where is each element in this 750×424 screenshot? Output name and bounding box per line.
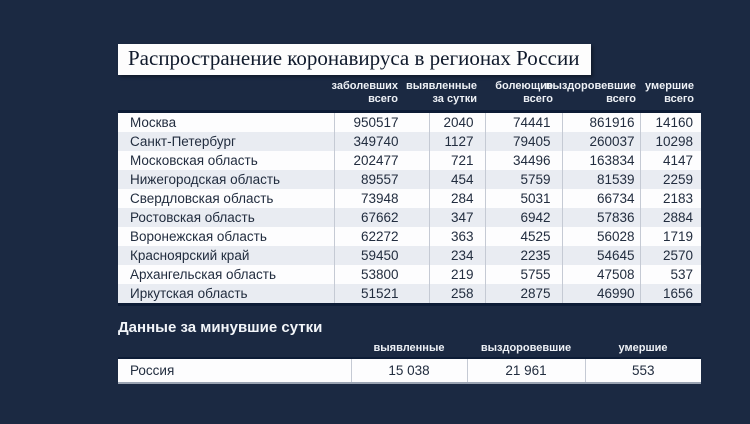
deaths-total-cell: 1656 [639, 284, 701, 305]
recovered-total-cell: 861916 [561, 111, 640, 132]
sick-total-cell: 2235 [484, 246, 562, 265]
infected-total-cell: 53800 [333, 265, 429, 284]
deaths-cell: 553 [584, 358, 701, 383]
deaths-total-cell: 2259 [639, 170, 701, 189]
page-title: Распространение коронавируса в регионах … [128, 46, 580, 70]
deaths-total-cell: 4147 [639, 151, 701, 170]
sick-total-cell: 5755 [484, 265, 562, 284]
region-name-cell: Московская область [130, 153, 258, 168]
infected-total-cell: 73948 [333, 189, 429, 208]
detected-daily-cell: 219 [428, 265, 485, 284]
infected-total-cell: 202477 [333, 151, 429, 170]
table-row: Ростовская область 67662 347 6942 57836 … [118, 208, 701, 227]
column-header-detected-daily: выявленные за сутки [406, 80, 477, 106]
regions-table-header-row: заболевших всего выявленные за сутки бол… [118, 80, 701, 109]
region-name-cell: Свердловская область [130, 191, 274, 206]
detected-cell: 15 038 [350, 358, 467, 383]
recovered-total-cell: 46990 [561, 284, 640, 305]
deaths-total-cell: 14160 [639, 111, 701, 132]
region-name-cell: Ростовская область [130, 210, 255, 225]
column-header-recovered-total: выздоровевшие всего [545, 80, 636, 106]
detected-daily-cell: 258 [428, 284, 485, 305]
table-row: Архангельская область 53800 219 5755 475… [118, 265, 701, 284]
table-row: Нижегородская область 89557 454 5759 815… [118, 170, 701, 189]
infected-total-cell: 51521 [333, 284, 429, 305]
table-row: Россия 15 038 21 961 553 [118, 358, 701, 383]
column-header-sick-total: болеющие всего [495, 80, 553, 106]
region-name-cell: Москва [130, 115, 177, 130]
daily-header-row: выявленные выздоровевшие умершие [118, 342, 701, 358]
detected-daily-cell: 363 [428, 227, 485, 246]
recovered-total-cell: 54645 [561, 246, 640, 265]
regions-table: Москва 950517 2040 74441 861916 14160 Са… [118, 110, 701, 306]
detected-daily-cell: 347 [428, 208, 485, 227]
recovered-total-cell: 81539 [561, 170, 640, 189]
recovered-total-cell: 66734 [561, 189, 640, 208]
deaths-total-cell: 2183 [639, 189, 701, 208]
column-header-deaths-total: умершие всего [645, 80, 694, 106]
column-header-detected: выявленные [373, 342, 445, 354]
region-name-cell: Санкт-Петербург [130, 134, 236, 149]
daily-table: выявленные выздоровевшие умершие Россия … [118, 342, 701, 384]
sick-total-cell: 74441 [484, 111, 562, 132]
region-name-cell: Нижегородская область [130, 172, 281, 187]
infected-total-cell: 349740 [333, 132, 429, 151]
title-bar: Распространение коронавируса в регионах … [118, 44, 592, 75]
table-row: Санкт-Петербург 349740 1127 79405 260037… [118, 132, 701, 151]
column-header-empty [118, 342, 351, 358]
infected-total-cell: 950517 [333, 111, 429, 132]
detected-daily-cell: 284 [428, 189, 485, 208]
detected-daily-cell: 2040 [428, 111, 485, 132]
recovered-total-cell: 56028 [561, 227, 640, 246]
region-name-cell: Архангельская область [130, 267, 277, 282]
table-row: Воронежская область 62272 363 4525 56028… [118, 227, 701, 246]
table-row: Москва 950517 2040 74441 861916 14160 [118, 111, 701, 132]
deaths-total-cell: 1719 [639, 227, 701, 246]
sick-total-cell: 34496 [484, 151, 562, 170]
column-header-recovered: выздоровевшие [480, 342, 572, 354]
sick-total-cell: 5031 [484, 189, 562, 208]
recovered-total-cell: 57836 [561, 208, 640, 227]
sick-total-cell: 79405 [484, 132, 562, 151]
region-name-cell: Красноярский край [130, 248, 250, 263]
detected-daily-cell: 234 [428, 246, 485, 265]
infected-total-cell: 62272 [333, 227, 429, 246]
daily-section-label: Данные за минувшие сутки [118, 319, 323, 336]
table-row: Красноярский край 59450 234 2235 54645 2… [118, 246, 701, 265]
detected-daily-cell: 454 [428, 170, 485, 189]
sick-total-cell: 5759 [484, 170, 562, 189]
table-row: Свердловская область 73948 284 5031 6673… [118, 189, 701, 208]
detected-daily-cell: 1127 [428, 132, 485, 151]
region-name-cell: Иркутская область [130, 286, 248, 301]
country-name-cell: Россия [118, 358, 351, 383]
table-row: Московская область 202477 721 34496 1638… [118, 151, 701, 170]
infected-total-cell: 89557 [333, 170, 429, 189]
deaths-total-cell: 10298 [639, 132, 701, 151]
sick-total-cell: 4525 [484, 227, 562, 246]
deaths-total-cell: 537 [639, 265, 701, 284]
recovered-total-cell: 163834 [561, 151, 640, 170]
column-header-infected-total: заболевших всего [331, 80, 398, 106]
infected-total-cell: 59450 [333, 246, 429, 265]
recovered-total-cell: 260037 [561, 132, 640, 151]
sick-total-cell: 6942 [484, 208, 562, 227]
sick-total-cell: 2875 [484, 284, 562, 305]
recovered-cell: 21 961 [466, 358, 585, 383]
deaths-total-cell: 2884 [639, 208, 701, 227]
region-name-cell: Воронежская область [130, 229, 267, 244]
column-header-deaths: умершие [618, 342, 668, 354]
detected-daily-cell: 721 [428, 151, 485, 170]
infected-total-cell: 67662 [333, 208, 429, 227]
recovered-total-cell: 47508 [561, 265, 640, 284]
deaths-total-cell: 2570 [639, 246, 701, 265]
table-row: Иркутская область 51521 258 2875 46990 1… [118, 284, 701, 305]
